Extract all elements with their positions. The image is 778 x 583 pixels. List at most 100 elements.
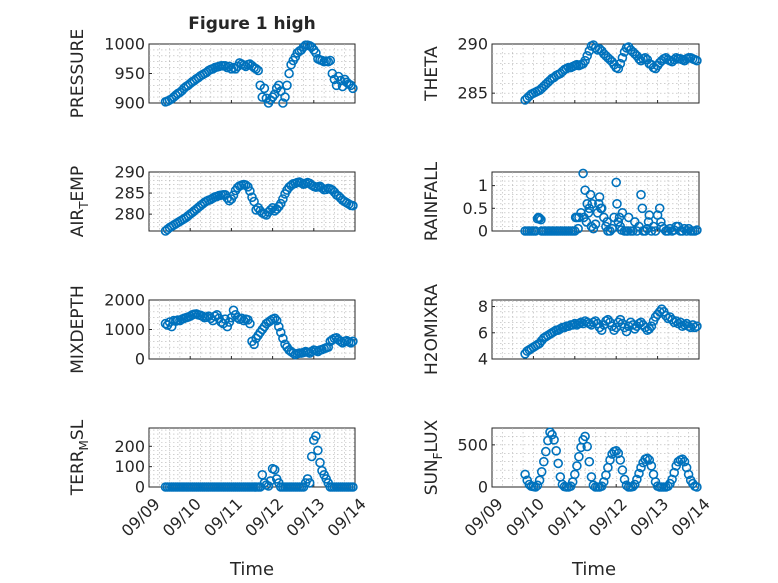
pressure-point xyxy=(253,65,264,76)
sun_flux-point xyxy=(679,456,690,467)
rainfall-point xyxy=(663,226,673,236)
pressure-y-tick-label: 1000 xyxy=(104,35,145,54)
air_temp-y-tick-label: 290 xyxy=(114,163,145,182)
theta-point xyxy=(580,55,590,66)
pressure-point xyxy=(259,83,270,94)
sun_flux-point xyxy=(636,462,646,473)
pressure-point xyxy=(278,98,288,108)
sun_flux-point xyxy=(540,446,551,457)
terr_msl-point xyxy=(311,431,321,441)
h2omixra-point xyxy=(603,314,613,325)
rainfall-point xyxy=(588,223,599,234)
air_temp-point xyxy=(245,186,255,196)
panel-rainfall: 0 0.5 1 RAINFALL xyxy=(422,161,702,241)
h2omixra-y-tick-label: 8 xyxy=(478,297,488,316)
h2omixra-y-tick-label: 4 xyxy=(478,350,488,369)
rainfall-point xyxy=(654,203,665,214)
rainfall-point xyxy=(590,219,601,229)
theta-point xyxy=(613,63,624,74)
mixdepth-point xyxy=(348,336,358,347)
sun_flux-point xyxy=(530,482,541,492)
theta-series xyxy=(520,40,702,105)
h2omixra-series xyxy=(520,304,702,359)
rainfall-point xyxy=(611,177,622,188)
h2omixra-point xyxy=(690,322,700,333)
rainfall-point xyxy=(613,217,624,227)
air_temp-point xyxy=(278,194,288,204)
mixdepth-point xyxy=(249,339,259,350)
mixdepth-point xyxy=(245,318,255,329)
h2omixra-point xyxy=(656,304,667,315)
terr_msl-y-tick-label: 100 xyxy=(114,457,145,476)
theta-y-tick-label: 285 xyxy=(457,84,488,103)
rainfall-point xyxy=(627,226,638,236)
sun_flux-point xyxy=(634,468,644,479)
sun_flux-point xyxy=(627,481,638,492)
sun_flux-point xyxy=(551,445,562,456)
mixdepth-point xyxy=(323,342,334,353)
mixdepth-y-tick-label: 0 xyxy=(135,350,145,369)
theta-point xyxy=(615,58,626,69)
sun_flux-point xyxy=(605,455,615,465)
h2omixra-point xyxy=(685,322,696,333)
h2omixra-point xyxy=(613,317,624,328)
air_temp-y-label-sub: T xyxy=(77,201,91,210)
pressure-point xyxy=(284,68,294,79)
terr_msl-point xyxy=(306,451,317,462)
sun_flux-point xyxy=(572,461,582,471)
sun_flux-point xyxy=(549,434,559,445)
rainfall-point xyxy=(646,226,657,236)
sun_flux-point xyxy=(520,469,530,480)
h2omixra-point xyxy=(596,325,607,336)
pressure-series xyxy=(160,40,358,108)
sun_flux-point xyxy=(574,451,584,462)
rainfall-point xyxy=(650,226,661,236)
mixdepth-point xyxy=(346,337,356,348)
sun_flux-point xyxy=(619,474,630,485)
terr_msl-series xyxy=(160,431,358,492)
sun_flux-point xyxy=(613,448,624,459)
pressure-y-tick-label: 900 xyxy=(114,94,145,113)
sun_flux-y-label-main: SUN xyxy=(422,459,442,495)
sun_flux-y-label-sub: F xyxy=(431,452,445,459)
sun_flux-point xyxy=(642,453,653,464)
rainfall-point xyxy=(612,199,622,209)
sun_flux-point xyxy=(580,431,590,442)
h2omixra-y-axis-label: H2OMIXRA xyxy=(422,284,442,375)
sun_flux-point xyxy=(646,461,657,471)
rainfall-point xyxy=(602,217,612,227)
mixdepth-y-tick-label: 1000 xyxy=(104,320,145,339)
rainfall-point xyxy=(583,208,594,218)
air_temp-y-tick-label: 285 xyxy=(114,184,145,203)
mixdepth-point xyxy=(222,321,233,332)
sun_flux-point xyxy=(611,445,622,456)
pressure-point xyxy=(325,55,336,66)
terr_msl-point xyxy=(313,445,323,456)
rainfall-point xyxy=(640,226,651,236)
sun_flux-point xyxy=(532,480,543,491)
sun_flux-point xyxy=(683,469,694,480)
sun_flux-point xyxy=(663,481,673,492)
rainfall-point xyxy=(596,203,607,214)
rainfall-point xyxy=(536,214,546,225)
theta-point xyxy=(692,55,702,66)
panel-pressure: 900 950 1000 PRESSURE xyxy=(68,29,358,118)
air_temp-point xyxy=(275,198,286,209)
sun_flux-y-tick-label: 500 xyxy=(457,435,488,454)
air_temp-y-label-main: AIR xyxy=(68,209,88,238)
pressure-point xyxy=(282,80,292,91)
sun_flux-y-axis-label: SUNFLUX xyxy=(422,419,445,495)
sun_flux-point xyxy=(538,456,549,467)
chart-title: Figure 1 high xyxy=(188,14,316,34)
sun_flux-point xyxy=(629,479,640,490)
h2omixra-point xyxy=(590,316,601,326)
h2omixra-point xyxy=(640,322,651,333)
rainfall-series xyxy=(520,168,702,236)
air_temp-point xyxy=(228,190,239,200)
h2omixra-point xyxy=(609,325,619,336)
rainfall-point xyxy=(605,226,615,236)
panel-theta: 285 290 THETA xyxy=(422,35,702,105)
rainfall-y-axis-label: RAINFALL xyxy=(422,161,442,241)
rainfall-point xyxy=(594,192,605,202)
x-axis-label-left: Time xyxy=(229,559,274,580)
